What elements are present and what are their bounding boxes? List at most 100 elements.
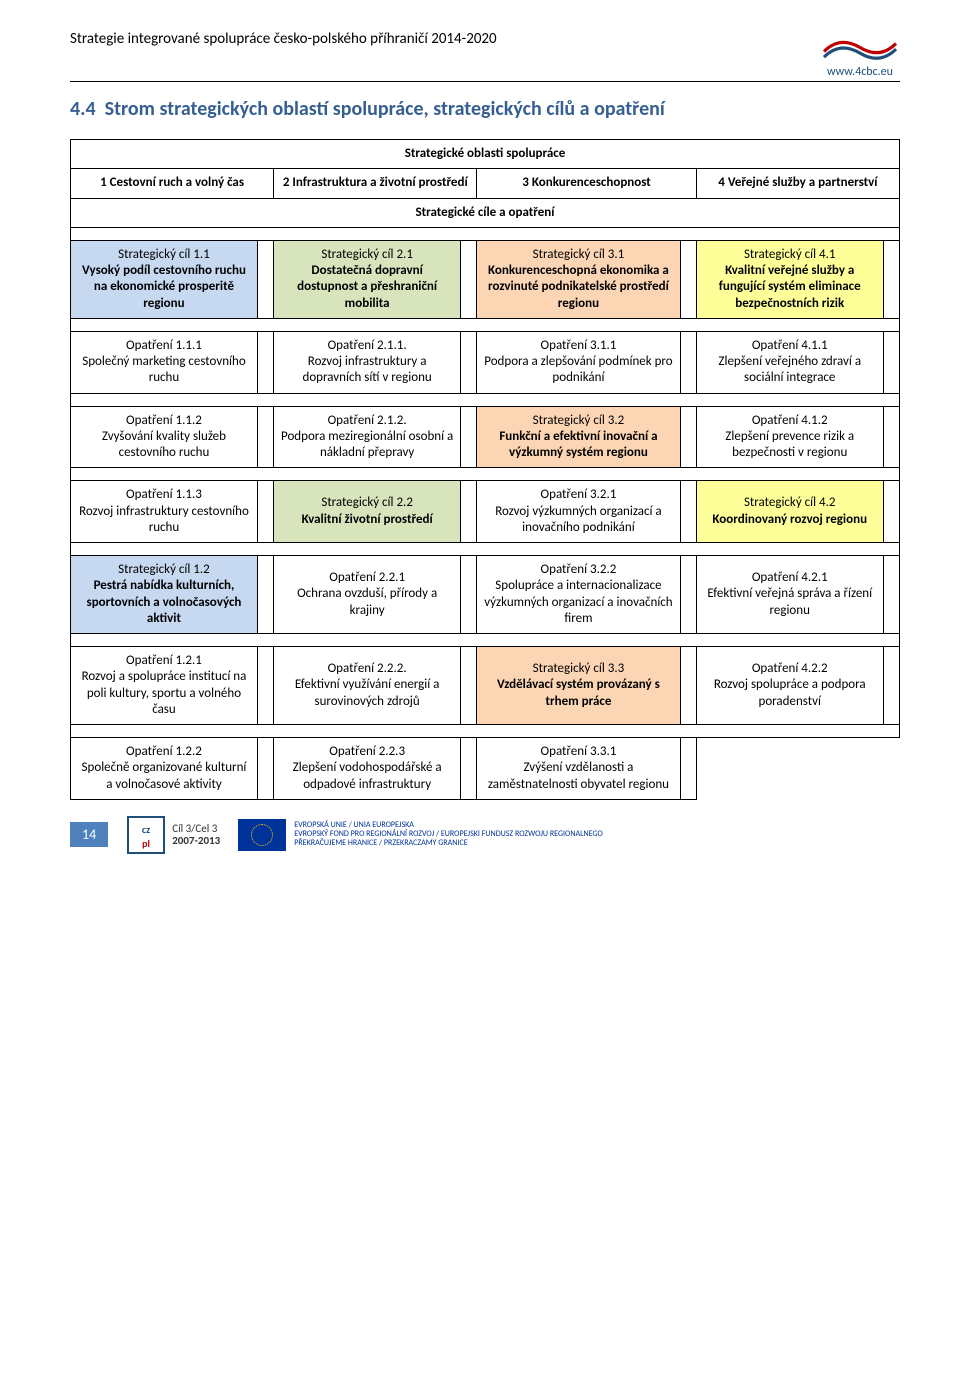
cell-body: Podpora meziregionální osobní a nákladní… [280,429,454,462]
cell-body: Konkurenceschopná ekonomika a rozvinuté … [483,263,673,312]
svg-text:cz: cz [142,823,150,836]
section-title: 4.4 Strom strategických oblastí spoluprá… [70,97,900,121]
strategy-table: Strategické oblasti spolupráce 1 Cestovn… [70,139,900,800]
cell-gap [883,331,899,393]
cell-body: Zvýšení vzdělanosti a zaměstnatelnosti o… [483,760,673,793]
czpl-icon: cz pl [126,815,166,855]
cell-title: Opatření 2.2.1 [280,570,454,586]
cell-gap [883,556,899,634]
cell-gap [461,738,477,800]
row-spacer [71,227,900,240]
row-spacer [71,468,900,481]
table-cell: Strategický cíl 3.1Konkurenceschopná eko… [477,240,680,318]
page-header: Strategie integrované spolupráce česko-p… [70,30,900,82]
table-cell: Opatření 1.1.1Společný marketing cestovn… [71,331,258,393]
table-cell: Strategický cíl 2.2Kvalitní životní pros… [274,481,461,543]
cell-gap [461,240,477,318]
cell-body: Spolupráce a internacionalizace výzkumný… [483,578,673,627]
cell-gap [461,481,477,543]
cell-body: Společný marketing cestovního ruchu [77,354,251,387]
table-row: Opatření 1.2.1Rozvoj a spolupráce instit… [71,647,900,725]
table-row: Opatření 1.1.3Rozvoj infrastruktury cest… [71,481,900,543]
cell-gap [680,556,696,634]
cell-gap [461,556,477,634]
page-number: 14 [70,822,108,847]
cell-gap [680,481,696,543]
cell-title: Opatření 3.1.1 [483,338,673,354]
table-row: Opatření 1.1.2Zvyšování kvality služeb c… [71,406,900,468]
cell-body: Vysoký podíl cestovního ruchu na ekonomi… [77,263,251,312]
table-cell: Strategický cíl 1.2Pestrá nabídka kultur… [71,556,258,634]
table-cell: Opatření 3.2.1Rozvoj výzkumných organiza… [477,481,680,543]
cell-body: Zlepšení vodohospodářské a odpadové infr… [280,760,454,793]
cell-body: Rozvoj výzkumných organizací a inovačníh… [483,504,673,537]
table-cell: Strategický cíl 2.1Dostatečná dopravní d… [274,240,461,318]
table-cell: Opatření 2.1.2.Podpora meziregionální os… [274,406,461,468]
cell-title: Strategický cíl 3.1 [483,247,673,263]
cell-title: Strategický cíl 2.2 [280,495,454,511]
table-row: Opatření 1.1.1Společný marketing cestovn… [71,331,900,393]
cell-gap [461,331,477,393]
row-spacer [71,634,900,647]
logo-url: www.4cbc.eu [827,65,893,79]
cell-body: Rozvoj infrastruktury cestovního ruchu [77,504,251,537]
table-row: Strategický cíl 1.1Vysoký podíl cestovní… [71,240,900,318]
cell-title: Opatření 4.2.2 [703,661,877,677]
cell-gap [257,240,273,318]
table-cell: Opatření 2.1.1.Rozvoj infrastruktury a d… [274,331,461,393]
cell-gap [680,331,696,393]
table-cell: Opatření 4.1.1Zlepšení veřejného zdraví … [696,331,883,393]
table-cell [696,738,883,800]
cell-gap [680,647,696,725]
cell-title: Opatření 2.1.1. [280,338,454,354]
cell-body: Koordinovaný rozvoj regionu [703,512,877,528]
table-cell: Opatření 1.1.2Zvyšování kvality služeb c… [71,406,258,468]
table-cell: Opatření 3.3.1Zvýšení vzdělanosti a zamě… [477,738,680,800]
cell-title: Strategický cíl 3.3 [483,661,673,677]
cell-gap [257,647,273,725]
table-cell: Opatření 2.2.3Zlepšení vodohospodářské a… [274,738,461,800]
cell-gap [680,738,696,800]
cell-body: Ochrana ovzduší, přírody a krajiny [280,586,454,619]
cell-title: Opatření 1.2.2 [77,744,251,760]
cell-gap [461,647,477,725]
cell-body: Zvyšování kvality služeb cestovního ruch… [77,429,251,462]
col-header-1-text: 1 Cestovní ruch a volný čas [100,175,244,190]
col-header-2: 2 Infrastruktura a životní prostředí [274,169,477,198]
cell-gap [257,331,273,393]
table-cell: Opatření 4.1.2Zlepšení prevence rizik a … [696,406,883,468]
table-cell: Strategický cíl 4.1Kvalitní veřejné služ… [696,240,883,318]
row-spacer [71,393,900,406]
program-text: Cíl 3/Cel 3 2007-2013 [172,823,220,847]
cell-gap [680,240,696,318]
row-spacer [71,725,900,738]
cell-gap [461,406,477,468]
cell-title: Opatření 2.2.2. [280,661,454,677]
cell-title: Opatření 1.1.2 [77,413,251,429]
cell-gap [257,481,273,543]
cell-title: Opatření 4.1.2 [703,413,877,429]
col-header-4: 4 Veřejné služby a partnerství [696,169,899,198]
cell-body: Kvalitní životní prostředí [280,512,454,528]
cell-gap [883,481,899,543]
cell-body: Zlepšení prevence rizik a bezpečnosti v … [703,429,877,462]
cell-body: Rozvoj spolupráce a podpora poradenství [703,677,877,710]
table-cell: Opatření 4.2.1Efektivní veřejná správa a… [696,556,883,634]
table-cell: Opatření 2.2.1Ochrana ovzduší, přírody a… [274,556,461,634]
logo: www.4cbc.eu [820,30,900,79]
col-header-2-text: 2 Infrastruktura a životní prostředí [283,175,468,190]
table-cell: Strategický cíl 3.2Funkční a efektivní i… [477,406,680,468]
cell-gap [257,738,273,800]
table-cell: Opatření 3.2.2Spolupráce a internacional… [477,556,680,634]
cell-title: Opatření 3.2.1 [483,487,673,503]
cell-body: Kvalitní veřejné služby a fungující syst… [703,263,877,312]
cell-title: Opatření 3.2.2 [483,562,673,578]
cell-body: Funkční a efektivní inovační a výzkumný … [483,429,673,462]
cell-gap [257,406,273,468]
cell-title: Opatření 4.2.1 [703,570,877,586]
cell-gap [680,406,696,468]
cell-title: Opatření 2.2.3 [280,744,454,760]
table-cell: Strategický cíl 3.3Vzdělávací systém pro… [477,647,680,725]
row-spacer [71,543,900,556]
table-cell: Opatření 4.2.2Rozvoj spolupráce a podpor… [696,647,883,725]
